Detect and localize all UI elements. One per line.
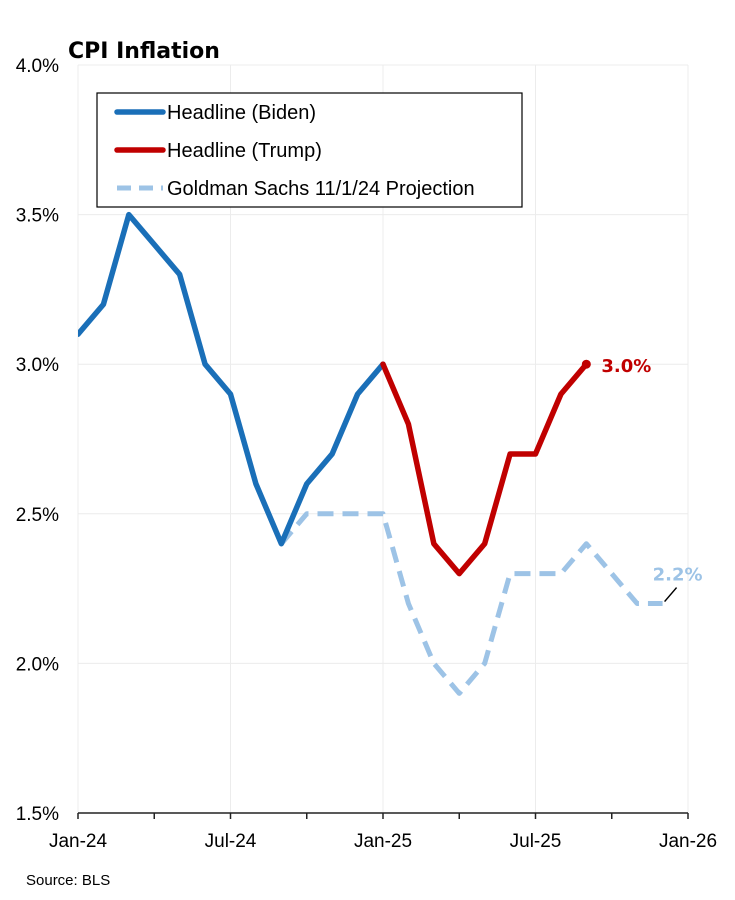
projection-label-leader (664, 587, 678, 603)
series-line-1 (380, 361, 590, 577)
y-tick-label: 1.5% (16, 804, 59, 825)
x-tick-label: Jul-25 (510, 831, 562, 852)
x-tick-label: Jul-24 (205, 831, 257, 852)
y-tick-label: 3.0% (16, 355, 59, 376)
y-tick-label: 2.0% (16, 654, 59, 675)
legend: Headline (Biden) Headline (Trump) Goldman … (96, 92, 523, 208)
series-line-2 (279, 511, 663, 696)
projection-end-label: 2.2% (653, 565, 703, 586)
x-tick-label: Jan-25 (354, 831, 412, 852)
legend-label-0: Headline (Biden) (167, 102, 316, 124)
x-tick-label: Jan-26 (659, 831, 717, 852)
legend-label-2: Goldman Sachs 11/1/24 Projection (167, 178, 475, 200)
trump-end-marker (581, 359, 591, 369)
x-tick-label: Jan-24 (49, 831, 108, 852)
y-tick-label: 3.5% (16, 206, 59, 227)
source-note: Source: BLS (26, 872, 110, 889)
series-lines (78, 211, 663, 696)
trump-end-label: 3.0% (601, 356, 651, 377)
legend-label-1: Headline (Trump) (167, 140, 322, 162)
series-line-0 (78, 211, 386, 547)
chart-title: CPI Inflation (68, 39, 220, 64)
x-axis: Jan-24 Jul-24 Jan-25 Jul-25 Jan-26 (49, 812, 717, 852)
end-labels: 3.0% 2.2% (581, 356, 703, 603)
y-axis-tick-labels: 1.5% 2.0% 2.5% 3.0% 3.5% 4.0% (16, 56, 59, 825)
legend-box (96, 92, 523, 208)
y-tick-label: 4.0% (16, 56, 59, 77)
y-tick-label: 2.5% (16, 505, 59, 526)
